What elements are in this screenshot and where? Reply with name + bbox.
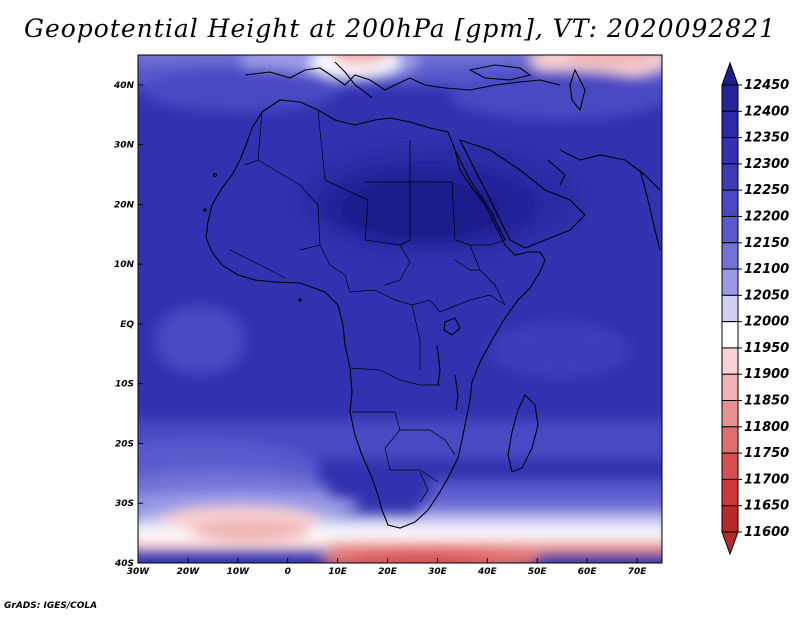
colorbar-swatch <box>721 268 739 296</box>
colorbar-label: 11750 <box>744 446 789 461</box>
colorbar-swatch <box>721 452 739 480</box>
lat-tick-label: 30N <box>114 141 135 151</box>
colorbar-swatch <box>721 321 739 349</box>
colorbar-swatch <box>721 505 739 533</box>
lon-tick-label: 10E <box>328 567 348 577</box>
colorbar-label: 12100 <box>744 262 789 277</box>
colorbar-swatch <box>721 426 739 454</box>
colorbar-top-arrow <box>721 61 739 86</box>
colorbar-label: 12300 <box>744 157 789 172</box>
height-field <box>138 55 662 563</box>
colorbar-label: 12400 <box>744 104 789 119</box>
lon-tick-label: 70E <box>628 567 648 577</box>
axis-ticks: 30W 20W 10W 0 10E 20E 30E 40E 50E 60E 70E 40N 30N 20N… <box>113 81 647 577</box>
lon-tick-label: 50E <box>528 567 548 577</box>
colorbar-swatch <box>721 347 739 375</box>
lat-tick-label: 30S <box>115 499 134 509</box>
lat-tick-label: 20N <box>114 200 135 210</box>
country-borders <box>229 109 506 503</box>
colorbar-bottom-arrow <box>721 531 739 556</box>
colorbar-swatch <box>721 137 739 165</box>
colorbar-label: 11900 <box>744 367 789 382</box>
lon-tick-label: 20W <box>177 567 201 577</box>
lon-tick-label: 30W <box>127 567 151 577</box>
colorbar-swatch <box>721 163 739 191</box>
lon-tick-label: 0 <box>285 567 291 577</box>
colorbar-label: 12200 <box>744 209 789 224</box>
colorbar-label: 11700 <box>744 472 789 487</box>
colorbar-swatch <box>721 110 739 139</box>
lon-tick-label: 10W <box>227 567 251 577</box>
colorbar-label: 12350 <box>744 131 789 146</box>
lat-tick-label: EQ <box>120 320 134 330</box>
colorbar-label: 12050 <box>744 288 789 303</box>
colorbar-swatch <box>721 400 739 428</box>
colorbar-label: 12250 <box>744 183 789 198</box>
coastlines <box>203 61 661 529</box>
colorbar-label: 12150 <box>744 236 789 251</box>
map-title: Geopotential Height at 200hPa [gpm], VT:… <box>23 14 777 43</box>
colorbar-label: 12000 <box>744 315 789 330</box>
lat-tick-label: 20S <box>115 439 134 449</box>
footer-credit: GrADS: IGES/COLA <box>4 601 98 611</box>
colorbar: 12450 12400 12350 12300 12250 12200 12150 12100… <box>721 61 789 556</box>
lat-tick-label: 40S <box>114 559 134 569</box>
colorbar-label: 11850 <box>744 394 789 409</box>
lon-tick-label: 20E <box>378 567 398 577</box>
colorbar-label: 11950 <box>744 341 789 356</box>
lat-tick-label: 10S <box>115 380 134 390</box>
lon-tick-label: 30E <box>428 567 448 577</box>
lat-tick-label: 10N <box>114 260 135 270</box>
plot-frame <box>137 54 663 564</box>
colorbar-swatch <box>721 478 739 507</box>
colorbar-swatch <box>721 84 739 112</box>
colorbar-swatch <box>721 215 739 244</box>
colorbar-swatch <box>721 373 739 402</box>
colorbar-label: 12450 <box>744 78 789 93</box>
colorbar-label: 11600 <box>744 525 789 540</box>
colorbar-swatch <box>721 294 739 323</box>
colorbar-label: 11800 <box>744 420 789 435</box>
lon-tick-label: 40E <box>477 567 498 577</box>
lon-tick-label: 60E <box>578 567 598 577</box>
colorbar-swatch <box>721 189 739 217</box>
colorbar-label: 11650 <box>744 499 789 514</box>
colorbar-swatch <box>721 242 739 270</box>
lat-tick-label: 40N <box>113 81 135 91</box>
